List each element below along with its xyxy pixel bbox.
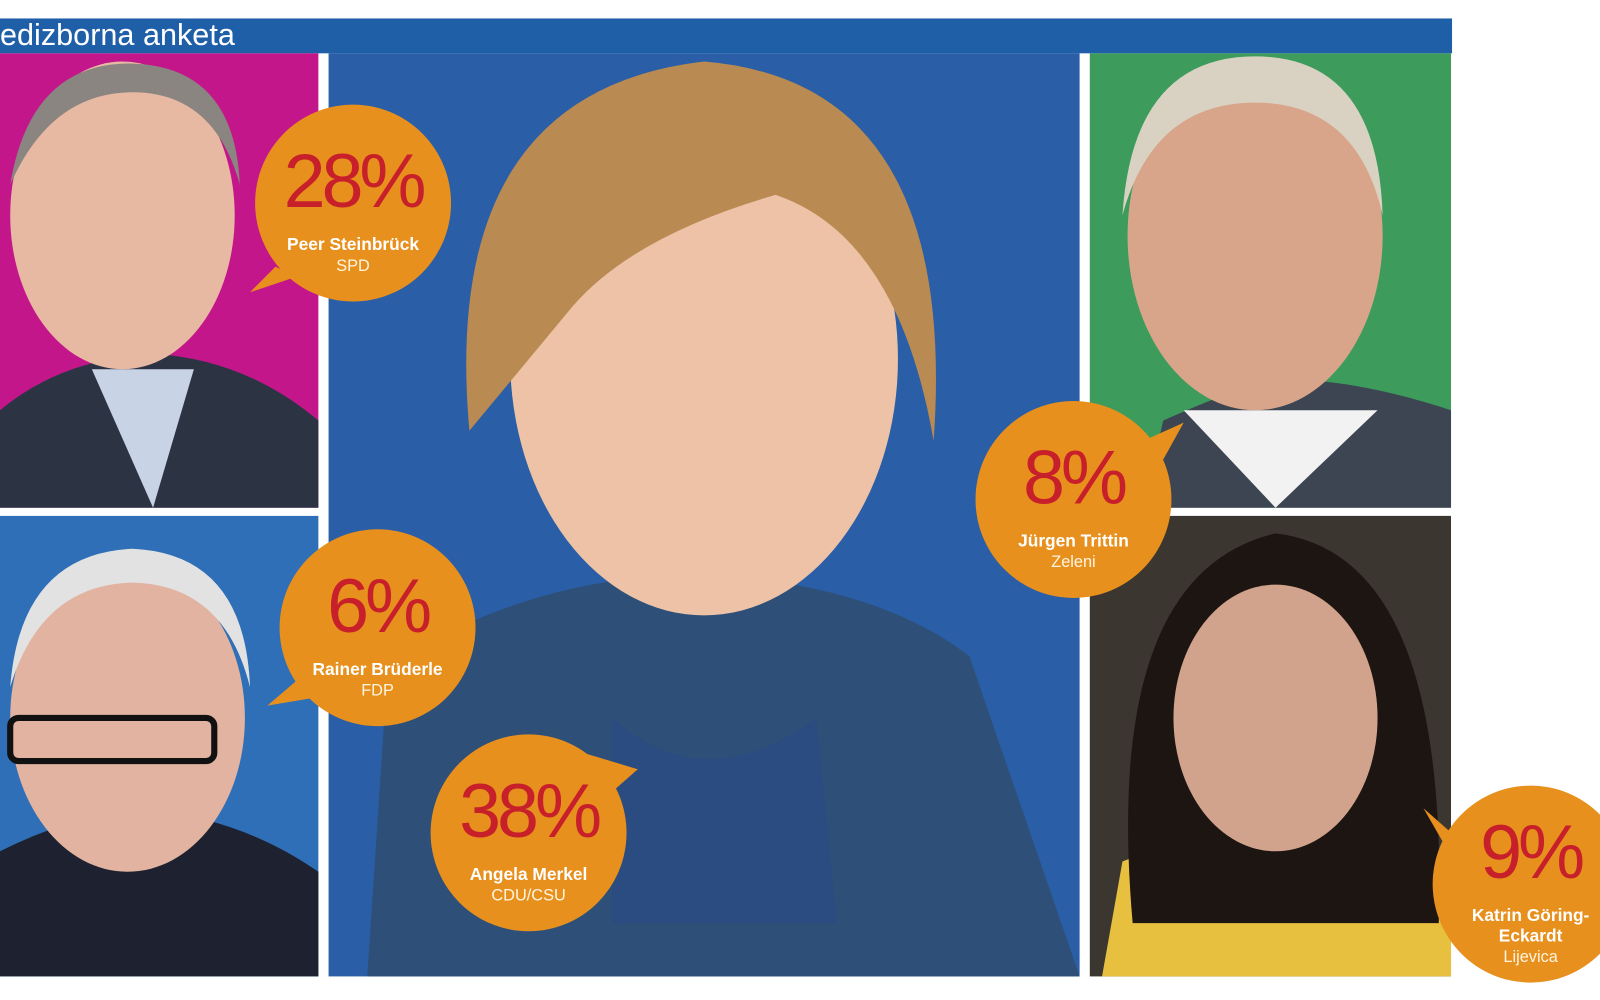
party: Lijevica [1503,948,1558,966]
bubble [430,734,627,932]
party: FDP [361,681,394,699]
portrait [0,548,319,977]
header-bar [0,18,1453,54]
bubble [279,529,476,727]
percent: 6% [327,564,430,649]
candidate-name: Eckardt [1499,925,1563,945]
party: CDU/CSU [491,886,565,904]
bubble [255,104,452,302]
portrait [1122,56,1452,508]
candidate-name: Angela Merkel [470,864,588,884]
party: SPD [336,257,370,275]
bubble [975,401,1172,598]
percent: 38% [459,769,600,854]
party: Zeleni [1051,553,1095,571]
percent: 28% [284,139,425,224]
bubble [1432,785,1600,983]
portrait [0,61,319,508]
header-title: edizborna anketa [0,17,236,52]
candidate-name: Jürgen Trittin [1018,531,1129,551]
bubble-tail [586,753,638,792]
candidate-name: Peer Steinbrück [287,234,419,254]
percent: 9% [1480,810,1583,895]
percent: 8% [1023,435,1126,520]
candidate-name: Rainer Brüderle [313,659,443,679]
portrait [1102,533,1452,977]
candidate-name: Katrin Göring- [1472,905,1590,925]
